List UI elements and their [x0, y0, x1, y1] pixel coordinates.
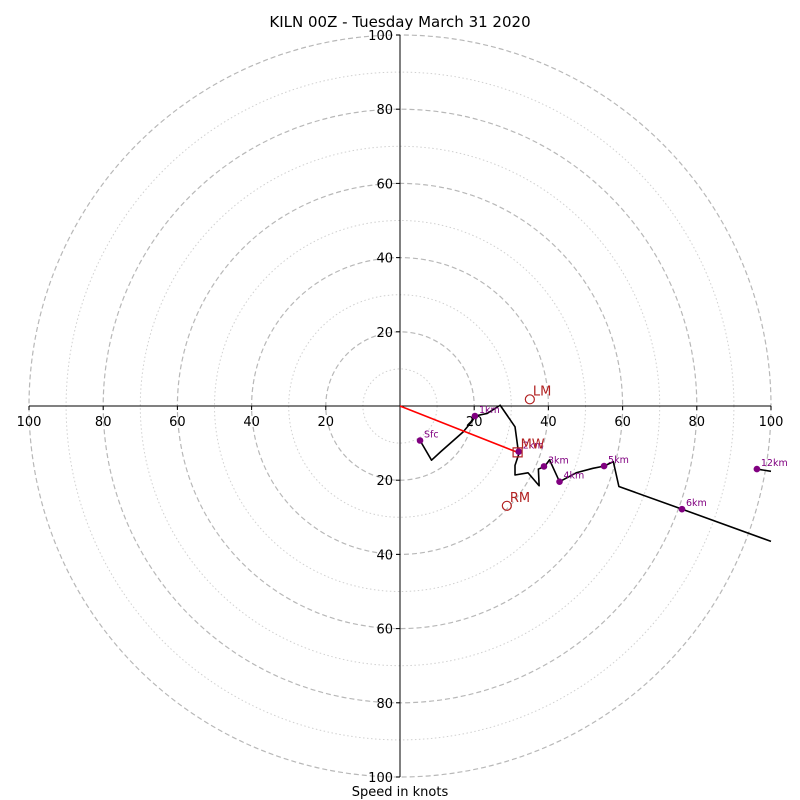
y-tick-label: 100 [368, 771, 393, 786]
x-tick-label: 100 [759, 415, 784, 430]
x-tick-label: 40 [243, 415, 260, 430]
storm-motion-marker [501, 500, 512, 511]
y-tick-label: 100 [368, 29, 393, 44]
x-axis-label: Speed in knots [352, 785, 449, 800]
height-marker-label: 4km [564, 471, 585, 482]
storm-motion-label: MW [521, 437, 545, 452]
height-marker-label: 3km [548, 455, 569, 466]
height-marker-label: 6km [686, 498, 707, 509]
height-marker-point [678, 505, 686, 513]
x-tick-label: 100 [17, 415, 42, 430]
y-tick-label: 60 [376, 177, 393, 192]
y-tick-label: 40 [376, 548, 393, 563]
x-tick-label: 60 [614, 415, 631, 430]
height-marker-point [556, 478, 563, 485]
mean-wind-marker [512, 447, 523, 458]
storm-motion-label: RM [510, 491, 530, 506]
hodograph-series [399, 404, 772, 543]
y-tick-label: 20 [376, 326, 393, 341]
height-marker-point [540, 463, 548, 470]
height-marker-label: 12km [761, 458, 788, 469]
y-tick-label: 80 [376, 103, 393, 118]
tick-labels: 100 80 60 40 20 20 40 60 80 100 100 80 60 40 20 20 40 60 8… [17, 29, 784, 786]
y-tick-label: 60 [376, 623, 393, 638]
y-tick-label: 20 [376, 474, 393, 489]
y-tick-label: 40 [376, 252, 393, 267]
x-tick-label: 20 [318, 415, 335, 430]
mean-wind-vector [399, 405, 518, 454]
height-marker-label: Sfc [424, 430, 439, 441]
x-tick-label: 80 [689, 415, 706, 430]
storm-motion-label: LM [533, 384, 551, 399]
x-tick-label: 20 [466, 415, 483, 430]
storm-motion-markers: LM MW RM [501, 384, 551, 511]
height-marker-point [471, 412, 479, 420]
y-tick-label: 80 [376, 697, 393, 712]
height-marker-label: 2km [523, 441, 544, 452]
height-marker-label: 1km [479, 405, 500, 416]
x-tick-label: 80 [95, 415, 112, 430]
x-tick-label: 40 [540, 415, 557, 430]
height-marker-label: 5km [608, 455, 629, 466]
height-marker-point [753, 465, 761, 473]
height-markers: Sfc 1km 2km 3km 4km 5km 6km 12km [416, 405, 788, 513]
height-marker-point [515, 448, 523, 455]
x-tick-label: 60 [169, 415, 186, 430]
storm-motion-marker [524, 394, 535, 405]
height-marker-point [416, 437, 424, 444]
chart-title: KILN 00Z - Tuesday March 31 2020 [269, 13, 530, 31]
height-marker-point [600, 462, 608, 470]
